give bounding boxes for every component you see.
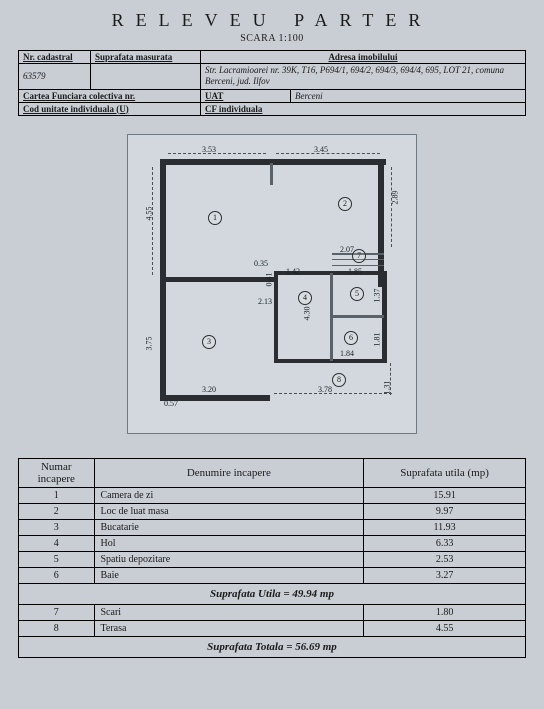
supraf-label: Suprafata masurata <box>91 51 201 64</box>
cod-label: Cod unitate individuala (U) <box>19 102 201 115</box>
sum-totala: Suprafata Totala = 56.69 mp <box>19 636 526 657</box>
dim: 0.35 <box>254 259 268 268</box>
dim: 1.37 <box>373 288 382 302</box>
dim: 1.81 <box>373 332 382 346</box>
dim: 4.30 <box>303 306 312 320</box>
room-marker: 5 <box>350 287 364 301</box>
rooms-table: Numar incapere Denumire incapere Suprafa… <box>18 458 526 658</box>
dim: 3.53 <box>202 145 216 154</box>
dim: 1.31 <box>383 380 392 394</box>
page-subtitle: SCARA 1:100 <box>18 33 526 44</box>
table-row: 5Spatiu depozitare2.53 <box>19 551 526 567</box>
table-row: 3Bucatarie11.93 <box>19 519 526 535</box>
table-row: 4Hol6.33 <box>19 535 526 551</box>
supraf-value <box>91 64 201 90</box>
dim: 3.78 <box>318 385 332 394</box>
dim: 1.42 <box>286 267 300 276</box>
sum-utila: Suprafata Utila = 49.94 mp <box>19 583 526 604</box>
room-marker: 8 <box>332 373 346 387</box>
floor-plan: 3.53 3.45 4.55 2.89 2.07 1.42 1.85 0.35 … <box>127 134 417 434</box>
header-table: Nr. cadastral Suprafata masurata Adresa … <box>18 50 526 116</box>
uat-label: UAT <box>201 89 291 102</box>
page-title: RELEVEU PARTER <box>18 10 526 31</box>
carte-label: Cartea Funciara colectiva nr. <box>19 89 201 102</box>
dim: 1.85 <box>348 267 362 276</box>
dim: 3.75 <box>145 336 154 350</box>
cf-label: CF individuala <box>201 102 526 115</box>
dim: 2.13 <box>258 297 272 306</box>
table-row: 1Camera de zi15.91 <box>19 487 526 503</box>
col-area: Suprafata utila (mp) <box>364 458 526 487</box>
room-marker: 1 <box>208 211 222 225</box>
room-marker: 7 <box>352 249 366 263</box>
table-row: 7Scari1.80 <box>19 604 526 620</box>
col-numar: Numar incapere <box>19 458 95 487</box>
table-row: 8Terasa4.55 <box>19 620 526 636</box>
table-row: 2Loc de luat masa9.97 <box>19 503 526 519</box>
table-row: 6Baie3.27 <box>19 567 526 583</box>
dim: 3.45 <box>314 145 328 154</box>
dim: 4.55 <box>145 206 154 220</box>
room-marker: 6 <box>344 331 358 345</box>
dim: 1.84 <box>340 349 354 358</box>
uat-value: Berceni <box>291 89 526 102</box>
room-marker: 2 <box>338 197 352 211</box>
nrcad-value: 63579 <box>19 64 91 90</box>
dim: 0.41 <box>265 272 274 286</box>
dim: 2.89 <box>391 190 400 204</box>
adresa-label: Adresa imobilului <box>201 51 526 64</box>
dim: 0.57 <box>164 399 178 408</box>
nrcad-label: Nr. cadastral <box>19 51 91 64</box>
room-marker: 3 <box>202 335 216 349</box>
room-marker: 4 <box>298 291 312 305</box>
dim: 3.20 <box>202 385 216 394</box>
adresa-value: Str. Lacramioarei nr. 39K, T16, P694/1, … <box>201 64 526 90</box>
col-denum: Denumire incapere <box>94 458 364 487</box>
